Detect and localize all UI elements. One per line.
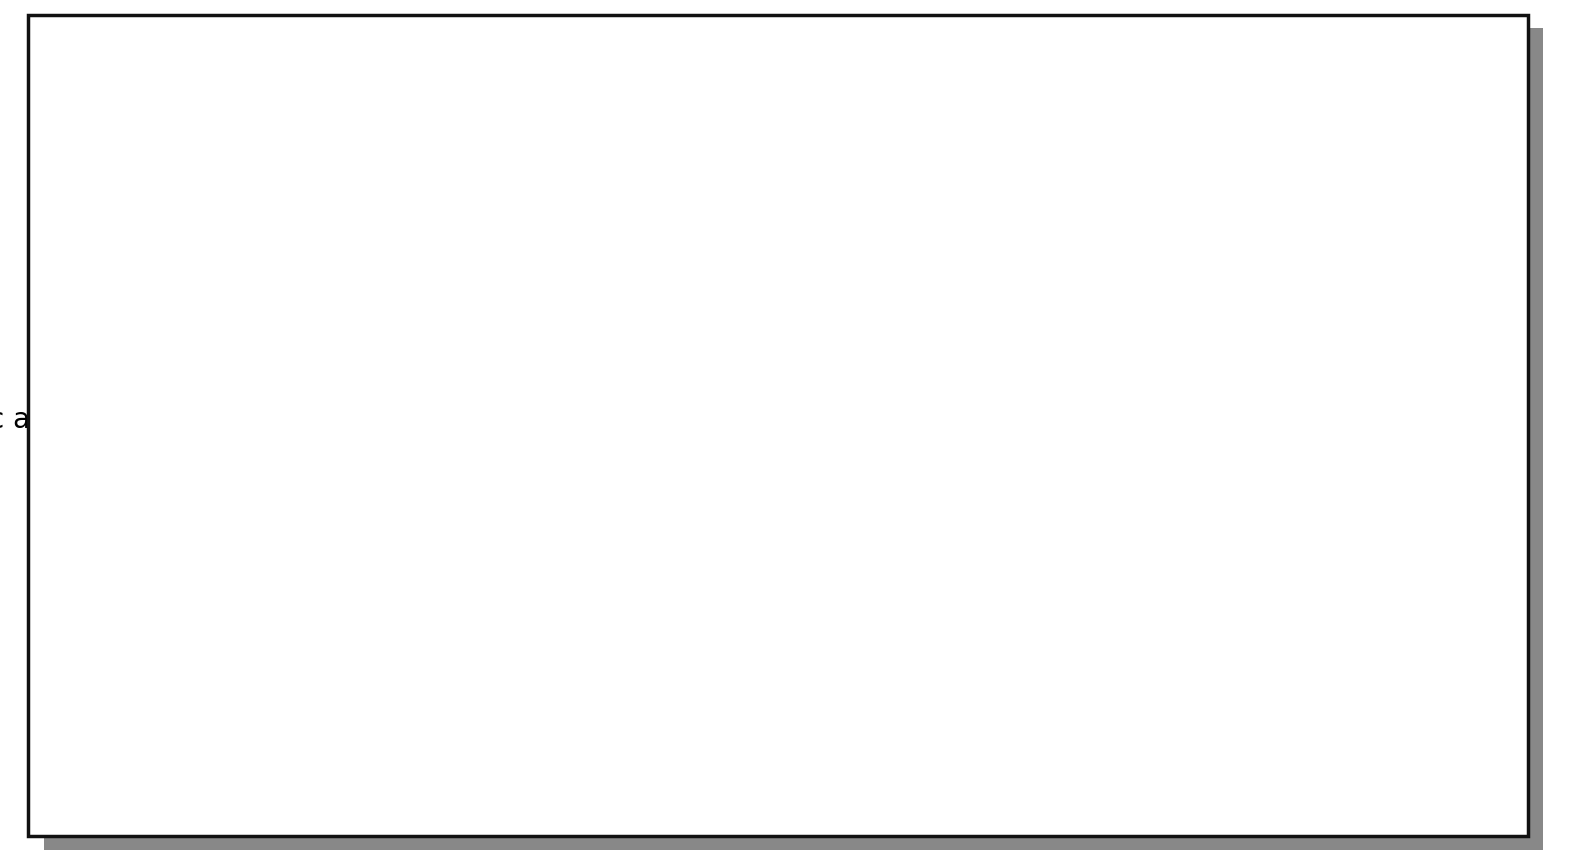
Text: 45%: 45% [1258, 178, 1319, 206]
Bar [330, 150, 1245, 235]
Bar [330, 374, 940, 460]
Text: 30%: 30% [953, 403, 1014, 431]
Bar [330, 599, 838, 685]
Text: 25%: 25% [851, 628, 912, 656]
